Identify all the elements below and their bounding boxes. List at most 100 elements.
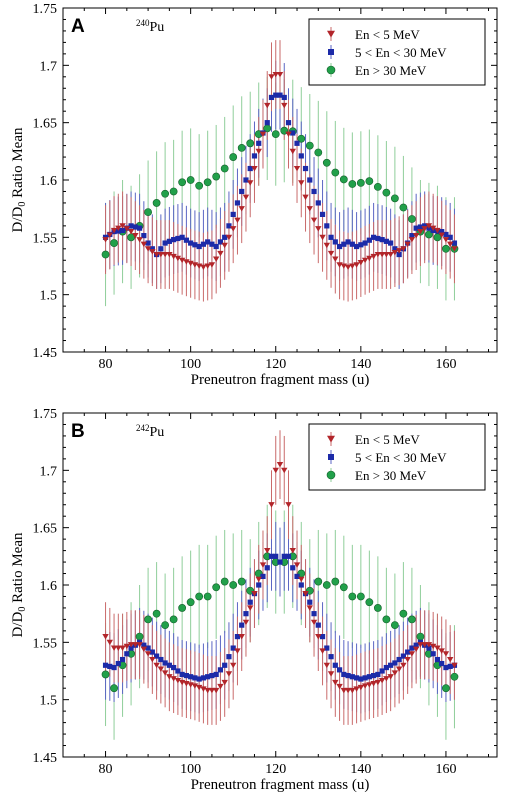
- marker-high: [144, 208, 152, 217]
- marker-mid: [124, 651, 130, 657]
- marker-low: [281, 102, 288, 109]
- marker-low: [221, 679, 228, 686]
- legend: En < 5 MeV 5 < En < 30 MeV En > 30 MeV: [308, 423, 486, 491]
- y-tick-label: 1.6: [40, 174, 58, 189]
- marker-high: [348, 592, 357, 601]
- marker-mid: [434, 656, 441, 663]
- marker-low: [132, 642, 139, 648]
- marker-mid: [149, 246, 155, 252]
- marker-low: [149, 249, 156, 255]
- marker-mid: [353, 675, 360, 681]
- marker-low: [400, 662, 407, 669]
- y-tick-label: 1.65: [33, 117, 58, 132]
- marker-low: [302, 591, 309, 597]
- x-tick-label: 120: [265, 762, 286, 777]
- x-axis-label: Preneutron fragment mass (u): [191, 372, 370, 388]
- y-tick-label: 1.55: [33, 636, 58, 651]
- marker-mid: [239, 188, 245, 195]
- marker-low: [289, 548, 296, 554]
- marker-high: [416, 632, 425, 641]
- marker-low: [225, 234, 233, 241]
- marker-mid: [230, 645, 236, 651]
- y-tick-label: 1.55: [33, 231, 58, 246]
- marker-high: [169, 615, 178, 624]
- marker-high: [322, 158, 331, 167]
- marker-mid: [439, 229, 445, 235]
- marker-low: [234, 217, 241, 224]
- marker-mid: [332, 662, 338, 668]
- marker-low: [315, 226, 322, 232]
- marker-low: [268, 74, 275, 80]
- marker-mid: [447, 663, 453, 670]
- y-tick-label: 1.45: [33, 751, 58, 766]
- marker-high: [356, 592, 365, 601]
- marker-high: [408, 215, 416, 223]
- marker-mid: [132, 224, 138, 230]
- x-tick-label: 80: [99, 357, 113, 372]
- y-tick-label: 1.65: [33, 522, 58, 537]
- marker-low: [127, 229, 135, 235]
- marker-low: [229, 226, 237, 232]
- marker-high: [450, 672, 459, 681]
- marker-high: [305, 141, 314, 150]
- marker-low: [332, 679, 339, 686]
- marker-low: [404, 656, 411, 663]
- marker-mid: [209, 672, 215, 679]
- legend-marker-high: [326, 470, 336, 480]
- marker-low: [191, 683, 199, 689]
- marker-mid: [311, 188, 317, 195]
- marker-mid: [222, 234, 228, 240]
- marker-high: [178, 604, 187, 612]
- marker-mid: [171, 237, 177, 243]
- marker-low: [276, 462, 284, 468]
- marker-mid: [366, 674, 372, 680]
- marker-low: [412, 233, 420, 239]
- marker-low: [353, 686, 360, 692]
- marker-low: [349, 263, 356, 269]
- marker-low: [383, 251, 390, 258]
- marker-low: [157, 666, 165, 672]
- marker-mid: [154, 653, 160, 659]
- marker-low: [281, 467, 288, 474]
- marker-mid: [162, 240, 168, 246]
- marker-high: [220, 577, 229, 586]
- marker-low: [247, 180, 254, 186]
- marker-low: [323, 662, 331, 669]
- marker-low: [298, 180, 305, 186]
- marker-mid: [349, 241, 355, 247]
- marker-low: [264, 548, 271, 554]
- marker-low: [221, 242, 228, 249]
- legend-marker-low: [327, 30, 335, 38]
- marker-high: [220, 164, 229, 173]
- marker-low: [110, 645, 118, 651]
- chart-panel-a: 80 100 120 140 1601.451.51.551.61.651.71.75 …: [10, 2, 498, 388]
- marker-mid: [362, 675, 368, 681]
- marker-high: [390, 194, 399, 203]
- marker-high: [390, 621, 399, 630]
- isotope-mass: 240: [136, 18, 150, 28]
- marker-low: [195, 684, 203, 691]
- marker-low: [383, 676, 390, 682]
- marker-low: [327, 671, 335, 677]
- marker-mid: [400, 653, 406, 659]
- marker-mid: [149, 649, 155, 655]
- marker-high: [314, 577, 323, 586]
- marker-mid: [383, 238, 389, 244]
- marker-high: [237, 577, 246, 586]
- marker-low: [451, 662, 458, 669]
- marker-low: [119, 223, 126, 229]
- marker-mid: [162, 660, 168, 666]
- marker-low: [451, 246, 458, 252]
- marker-high: [212, 172, 221, 181]
- marker-mid: [392, 660, 398, 666]
- marker-low: [289, 148, 296, 155]
- marker-mid: [234, 634, 241, 640]
- marker-mid: [119, 656, 126, 663]
- panel-letter: B: [71, 421, 85, 442]
- marker-high: [339, 175, 348, 184]
- marker-mid: [111, 664, 117, 671]
- marker-mid: [388, 240, 394, 246]
- marker-mid: [307, 177, 313, 183]
- marker-mid: [417, 224, 424, 230]
